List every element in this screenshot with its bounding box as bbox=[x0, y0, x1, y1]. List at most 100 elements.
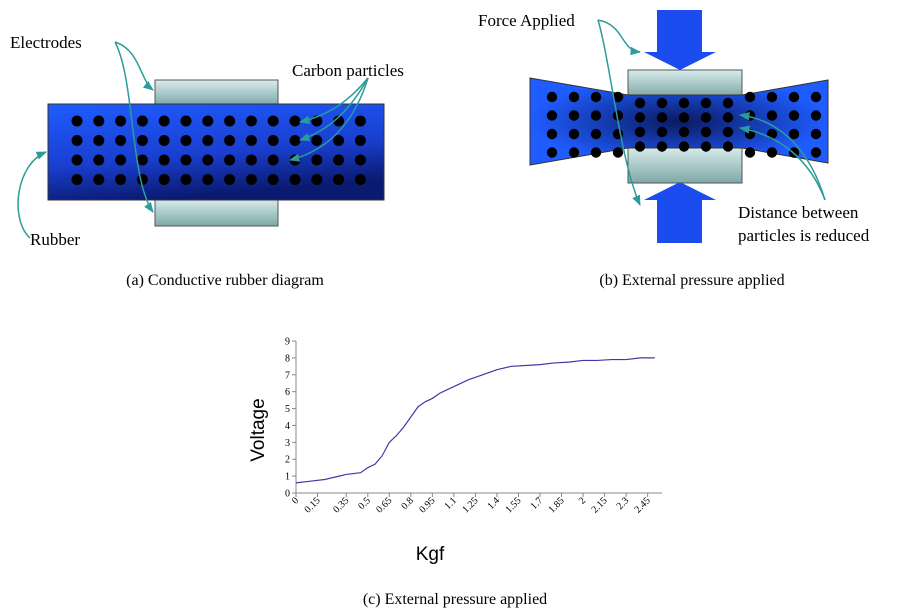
particle bbox=[311, 154, 323, 166]
particle bbox=[546, 128, 558, 140]
y-tick-label: 6 bbox=[285, 387, 290, 398]
y-tick-label: 0 bbox=[285, 489, 290, 500]
particle bbox=[634, 141, 646, 152]
particle bbox=[158, 154, 170, 166]
particle bbox=[656, 141, 668, 152]
particle bbox=[546, 110, 558, 121]
particle bbox=[245, 154, 257, 166]
particle bbox=[289, 174, 301, 185]
particle bbox=[180, 135, 192, 146]
particle bbox=[71, 174, 83, 185]
particle bbox=[333, 115, 345, 127]
leader bbox=[17, 151, 47, 239]
label: particles is reduced bbox=[738, 226, 870, 245]
particle bbox=[810, 91, 822, 103]
particle bbox=[202, 135, 214, 146]
y-tick-label: 1 bbox=[285, 472, 290, 483]
particle bbox=[744, 147, 756, 158]
particles bbox=[71, 115, 366, 185]
particle bbox=[289, 135, 301, 146]
label: Electrodes bbox=[10, 33, 82, 52]
x-tick-label: 0.15 bbox=[302, 495, 322, 515]
particle bbox=[678, 126, 690, 138]
particle bbox=[136, 154, 148, 166]
particle bbox=[115, 174, 127, 185]
y-tick-label: 7 bbox=[285, 370, 290, 381]
y-axis-label: Voltage bbox=[248, 398, 269, 461]
particle bbox=[612, 110, 624, 121]
particle bbox=[245, 135, 257, 146]
particle bbox=[354, 174, 366, 185]
electrode bbox=[154, 198, 279, 227]
line bbox=[295, 357, 655, 484]
leader bbox=[299, 77, 369, 141]
y-tick-label: 3 bbox=[285, 438, 290, 449]
particle bbox=[354, 154, 366, 166]
particle bbox=[93, 154, 105, 166]
particle bbox=[634, 112, 646, 123]
y-tick-label: 2 bbox=[285, 455, 290, 466]
particle bbox=[634, 97, 646, 109]
electrode bbox=[627, 69, 743, 97]
particle bbox=[224, 115, 236, 127]
particle bbox=[568, 91, 580, 103]
particle bbox=[546, 91, 558, 103]
electrode bbox=[627, 146, 743, 184]
particle bbox=[136, 135, 148, 146]
arrow bbox=[644, 182, 716, 243]
x-tick-label: 2.3 bbox=[615, 495, 632, 512]
particle bbox=[700, 112, 712, 123]
x-tick-label: 1.4 bbox=[485, 495, 502, 512]
particle bbox=[634, 126, 646, 138]
particle bbox=[590, 91, 602, 103]
leader bbox=[597, 19, 642, 56]
leader bbox=[738, 125, 826, 201]
particle bbox=[722, 97, 734, 109]
particle bbox=[333, 174, 345, 185]
particle bbox=[354, 135, 366, 146]
particles bbox=[546, 91, 822, 158]
particle bbox=[224, 135, 236, 146]
caption: (a) Conductive rubber diagram bbox=[126, 272, 324, 289]
particle bbox=[180, 154, 192, 166]
particle bbox=[354, 115, 366, 127]
x-tick-label: 0.35 bbox=[331, 495, 351, 515]
particle bbox=[202, 174, 214, 185]
y-tick-label: 9 bbox=[285, 337, 290, 348]
particle bbox=[700, 97, 712, 109]
particle bbox=[700, 141, 712, 152]
particle bbox=[810, 110, 822, 121]
particle bbox=[202, 154, 214, 166]
particle bbox=[311, 135, 323, 146]
particle bbox=[267, 154, 279, 166]
leader bbox=[738, 112, 826, 201]
particle bbox=[158, 135, 170, 146]
particle bbox=[766, 91, 778, 103]
particle bbox=[115, 115, 127, 127]
particle bbox=[788, 128, 800, 140]
x-tick-label: 2.45 bbox=[633, 495, 653, 515]
particle bbox=[71, 115, 83, 127]
x-tick-label: 1.7 bbox=[529, 495, 546, 512]
x-tick-label: 2 bbox=[577, 495, 588, 506]
particle bbox=[333, 135, 345, 146]
x-tick-label: 2.15 bbox=[590, 495, 610, 515]
y-tick-label: 4 bbox=[285, 421, 290, 432]
particle bbox=[267, 135, 279, 146]
x-tick-label: 0.65 bbox=[374, 495, 394, 515]
particle bbox=[245, 115, 257, 127]
particle bbox=[93, 115, 105, 127]
particle bbox=[158, 115, 170, 127]
particle bbox=[311, 174, 323, 185]
caption: (b) External pressure applied bbox=[599, 272, 784, 289]
particle bbox=[202, 115, 214, 127]
particle bbox=[158, 174, 170, 185]
particle bbox=[744, 91, 756, 103]
x-tick-label: 0.5 bbox=[356, 495, 373, 512]
particle bbox=[333, 154, 345, 166]
x-tick-label: 1.85 bbox=[546, 495, 566, 515]
particle bbox=[180, 174, 192, 185]
particle bbox=[656, 126, 668, 138]
particle bbox=[678, 141, 690, 152]
particle bbox=[224, 174, 236, 185]
